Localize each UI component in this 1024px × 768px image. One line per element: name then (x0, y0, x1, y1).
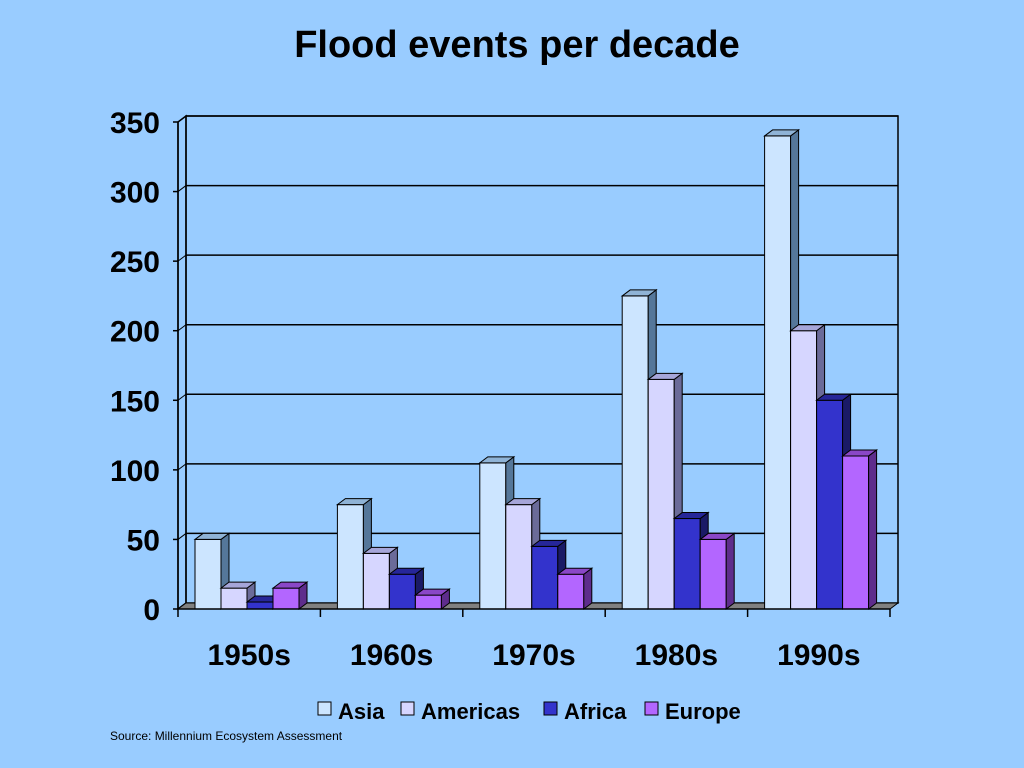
bar-top (530, 539, 568, 547)
y-tick-label: 50 (127, 524, 160, 557)
bar-top (556, 567, 594, 575)
bar-top (672, 512, 710, 520)
bar-front (764, 135, 792, 610)
x-tick-label: 1960s (350, 639, 433, 672)
gridline-side (177, 115, 187, 123)
bar-top (763, 129, 801, 137)
bar-front (362, 552, 390, 610)
bar-front (272, 587, 300, 610)
chart-title: Flood events per decade (294, 24, 740, 66)
side-wall (177, 114, 187, 611)
bar-top (193, 532, 231, 540)
bar-front (673, 518, 701, 610)
bar-top (841, 449, 879, 457)
bar (219, 581, 257, 610)
bar-top (361, 546, 399, 554)
legend-label: Americas (421, 699, 520, 724)
bar-front (414, 594, 442, 610)
legend-swatch (543, 701, 558, 716)
bar (841, 448, 879, 610)
bar-front (790, 330, 818, 610)
bar-top (219, 581, 257, 589)
bar-top (478, 456, 516, 464)
bar-top (646, 372, 684, 380)
bar-top (271, 581, 309, 589)
legend-item: Europe (644, 699, 741, 724)
bar-front (336, 504, 364, 610)
legend-item: Americas (400, 699, 520, 724)
plot-area: 0 50 100 150 200 250 300 350 1950s 1960s 1970s 1980… (110, 107, 900, 672)
y-tick-label: 300 (110, 177, 160, 210)
y-tick-label: 100 (110, 455, 160, 488)
bar (271, 581, 309, 610)
source-note: Source: Millennium Ecosystem Assessment (110, 729, 343, 743)
bar-top (413, 588, 451, 596)
legend-label: Europe (665, 699, 741, 724)
bar-front (531, 545, 559, 610)
bar (698, 532, 736, 610)
legend-swatch (317, 701, 332, 716)
bar-front (816, 399, 844, 610)
bar-side (868, 448, 878, 610)
x-tick-label: 1980s (635, 639, 718, 672)
bar-side (583, 567, 593, 610)
x-tick-label: 1950s (207, 639, 290, 672)
bar-top (335, 498, 373, 506)
y-tick-label: 350 (110, 107, 160, 140)
bar-front (388, 573, 416, 610)
gridline-side (177, 254, 187, 262)
legend-label: Africa (564, 699, 627, 724)
gridline-side (177, 393, 187, 401)
legend-item: Africa (543, 699, 627, 724)
y-tick-label: 150 (110, 385, 160, 418)
gridline-side (177, 324, 187, 332)
legend-swatch (644, 701, 659, 716)
y-tick-label: 200 (110, 316, 160, 349)
legend-item: Asia (317, 699, 385, 724)
bar-top (504, 498, 542, 506)
legend-swatch (400, 701, 415, 716)
bar-top (620, 289, 658, 297)
gridline-side (177, 463, 187, 471)
legend-label: Asia (338, 699, 385, 724)
bar-top (698, 532, 736, 540)
bar-front (246, 601, 274, 610)
bar-front (479, 462, 507, 610)
bar-top (815, 393, 853, 401)
bar-front (647, 378, 675, 610)
bar-top (789, 324, 827, 332)
y-tick-label: 0 (143, 594, 160, 627)
x-tick-label: 1990s (777, 639, 860, 672)
gridline-side (177, 533, 187, 540)
bar (193, 532, 231, 610)
bar (556, 567, 594, 610)
bar-top (387, 567, 425, 575)
gridline-side (177, 185, 187, 192)
bar-front (557, 573, 585, 610)
x-tick-label: 1970s (492, 639, 575, 672)
bar-front (621, 295, 649, 610)
legend: Asia Americas Africa Europe (317, 699, 741, 724)
bar (413, 588, 451, 610)
bar-front (842, 455, 870, 610)
bar (763, 128, 801, 610)
bar-front (194, 538, 222, 610)
y-tick-label: 250 (110, 246, 160, 279)
bar-front (699, 538, 727, 610)
bar-side (725, 532, 735, 610)
bar-front (220, 587, 248, 610)
bar-front (505, 504, 533, 610)
